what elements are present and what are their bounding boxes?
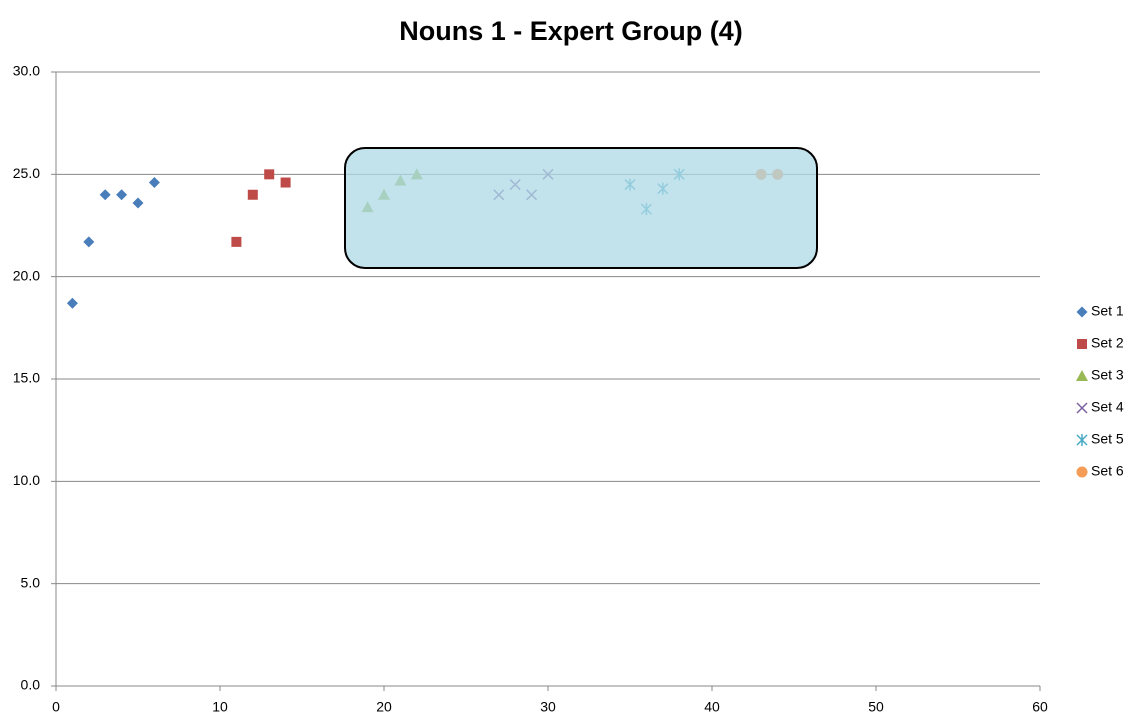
x-tick-label: 20 [376, 699, 392, 715]
legend-marker [1077, 339, 1087, 349]
y-tick-label: 10.0 [13, 472, 40, 488]
y-tick-label: 0.0 [21, 677, 41, 693]
point [99, 189, 111, 201]
x-tick-label: 40 [704, 699, 720, 715]
point [66, 297, 78, 309]
x-tick-label: 10 [212, 699, 228, 715]
legend-label: Set 1 [1091, 303, 1124, 319]
y-tick-label: 5.0 [21, 574, 41, 590]
x-tick-label: 30 [540, 699, 556, 715]
legend-marker [1076, 306, 1088, 318]
legend-marker [1076, 402, 1088, 414]
legend: Set 1 Set 2 Set 3 Set 4 Set 5 Set 6 [1076, 303, 1124, 479]
point [132, 197, 144, 209]
point [247, 189, 258, 200]
grid: 0.0 5.0 10.0 15.0 20.0 25.0 30.0 0 10 20 30 40 50 60 [13, 63, 1048, 715]
legend-label: Set 4 [1091, 399, 1124, 415]
point [231, 236, 242, 247]
x-tick-label: 60 [1032, 699, 1048, 715]
legend-marker [1076, 434, 1088, 446]
legend-label: Set 3 [1091, 367, 1124, 383]
legend-marker [1076, 370, 1088, 381]
x-tick-label: 50 [868, 699, 884, 715]
point [264, 169, 275, 180]
y-tick-label: 15.0 [13, 370, 40, 386]
point [116, 189, 128, 201]
legend-label: Set 2 [1091, 335, 1124, 351]
y-tick-label: 20.0 [13, 267, 40, 283]
legend-marker [1076, 466, 1088, 478]
y-tick-label: 30.0 [13, 63, 40, 79]
point [280, 177, 291, 188]
legend-label: Set 5 [1091, 431, 1124, 447]
highlight-box [344, 147, 818, 269]
point [83, 236, 95, 248]
x-tick-label: 0 [52, 699, 60, 715]
point [148, 177, 160, 189]
chart-title: Nouns 1 - Expert Group (4) [399, 16, 743, 46]
y-tick-label: 25.0 [13, 165, 40, 181]
legend-label: Set 6 [1091, 463, 1124, 479]
